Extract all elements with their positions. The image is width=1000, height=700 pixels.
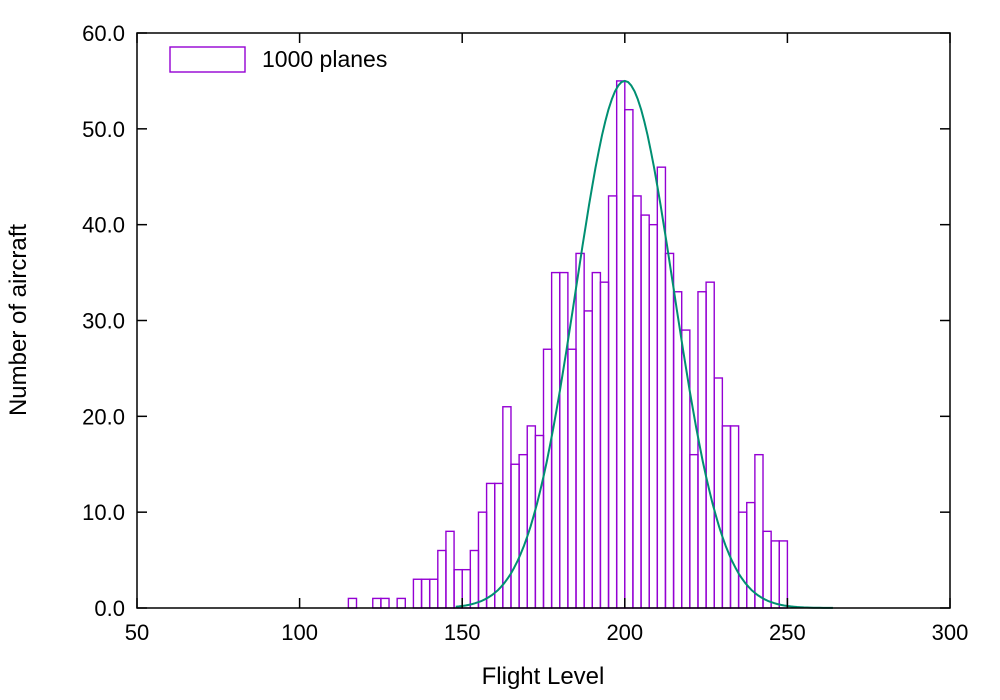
histogram-bar [420,578,431,609]
histogram-bar [510,463,520,609]
histogram-bar [445,530,455,609]
histogram-bar [770,540,780,609]
histogram-bar [640,214,650,609]
histogram-bar [737,511,748,609]
histogram-bar [754,453,764,609]
histogram-bar [599,281,610,609]
histogram-bar [412,578,423,609]
histogram-bar [762,530,772,609]
histogram-bar [542,348,553,609]
histogram-bar [380,597,390,609]
x-tick-label: 200 [606,620,643,645]
y-tick-label: 0.0 [94,596,125,621]
histogram-bar [721,425,732,609]
histogram-bar [624,108,634,609]
x-tick-label: 150 [444,620,481,645]
histogram-bar [632,195,642,609]
histogram-bar [583,310,593,609]
y-tick-label: 10.0 [82,500,125,525]
histogram-bar [453,568,463,609]
histogram-bar [689,453,699,609]
histogram-bar [396,597,406,609]
y-tick-label: 60.0 [82,21,125,46]
y-tick-label: 20.0 [82,404,125,429]
x-axis-label: Flight Level [482,663,605,690]
histogram-bar [648,223,659,609]
histogram-bar [575,252,585,609]
histogram-bar [591,271,602,609]
x-tick-label: 250 [769,620,806,645]
x-tick-label: 300 [932,620,969,645]
histogram-bar [469,549,480,609]
legend-sample [169,46,246,73]
histogram-bar [778,540,789,609]
plot-layer: 50 100 150 200 250 300 0.0 10.0 20.0 30.0 40.0 50.0… [82,21,968,645]
histogram-bar [437,549,447,609]
y-tick-label: 40.0 [82,213,125,238]
histogram-bar [607,195,618,609]
histogram-bar [485,482,496,609]
histogram-bar [347,597,358,609]
histogram-bar [518,453,528,609]
x-tick-label: 50 [125,620,149,645]
histogram-bar [559,271,569,609]
x-tick-label: 100 [281,620,318,645]
histogram-bar [705,281,715,609]
legend-label: 1000 planes [262,46,387,72]
y-tick-label: 50.0 [82,117,125,142]
y-tick-label: 30.0 [82,309,125,334]
gaussian-curve [455,79,833,609]
histogram-bar [713,377,724,609]
histogram-bar [550,271,561,609]
histogram-bar [477,511,488,609]
y-axis-label: Number of aircraft [5,224,32,416]
histogram-bar [461,568,472,609]
histogram-bar [615,80,626,609]
histogram-bar [729,425,740,609]
histogram-bar [664,252,675,609]
histogram-bar [372,597,382,609]
histogram-bar [534,434,545,609]
histogram-bar [567,348,577,609]
histogram-bar [697,291,707,609]
histogram-bar [428,578,439,609]
